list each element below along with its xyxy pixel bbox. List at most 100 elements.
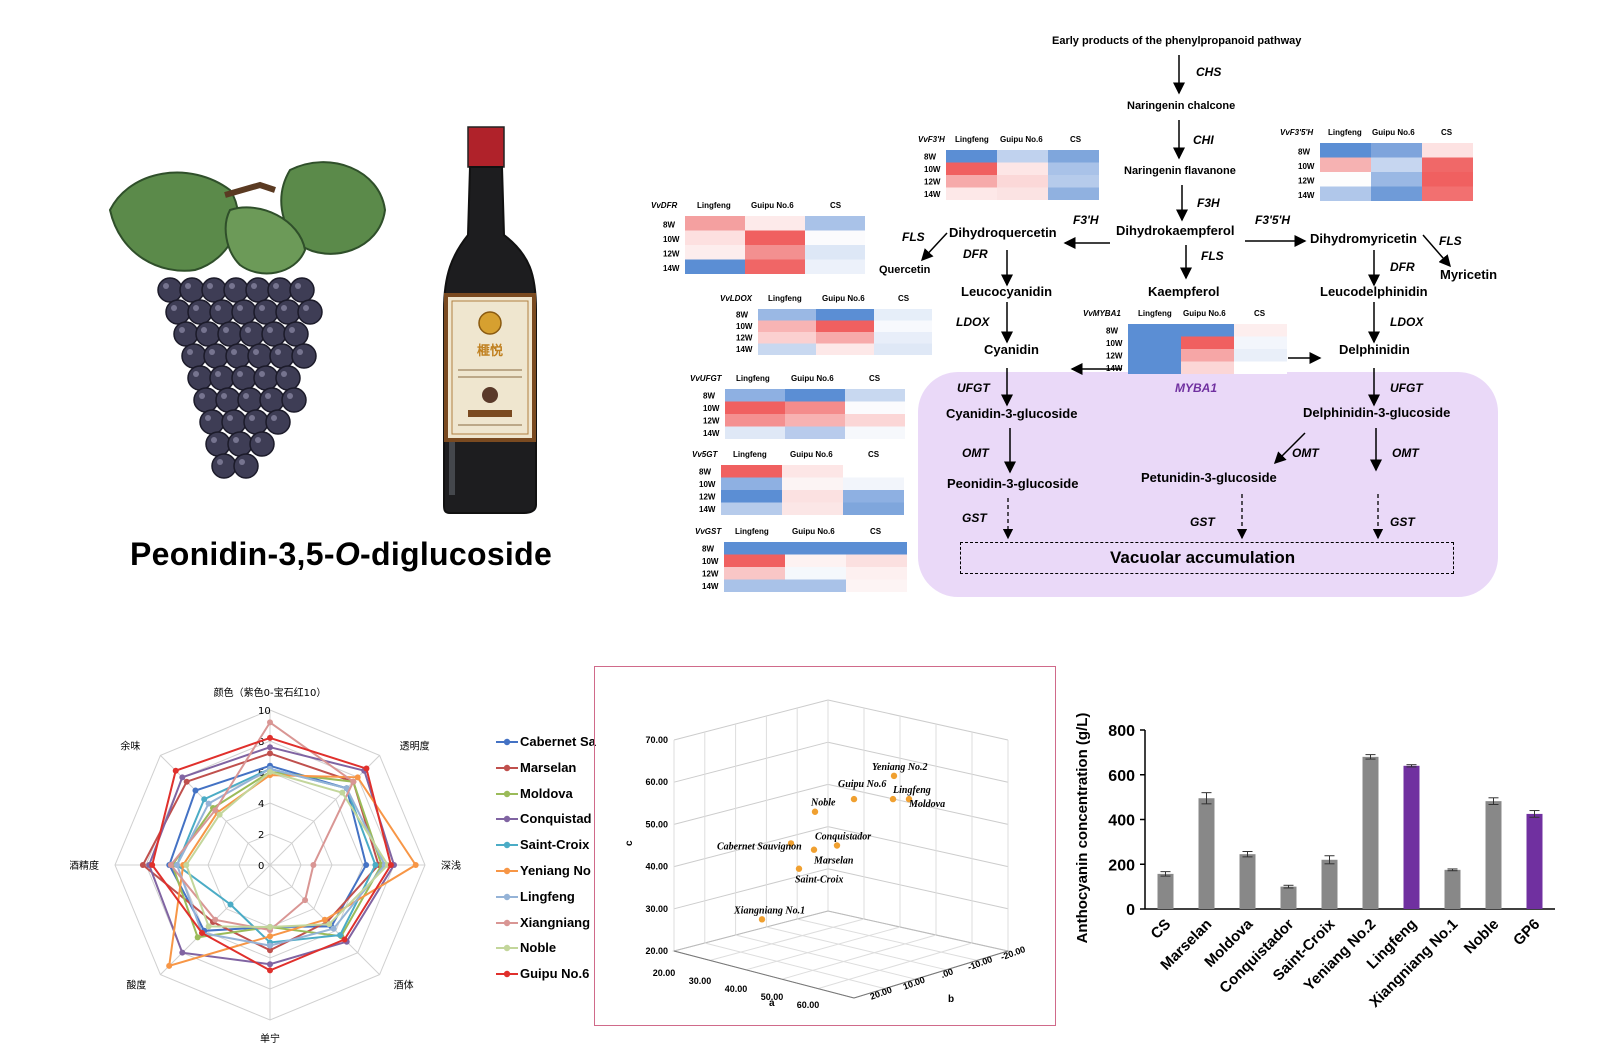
- enzyme-gst-right: GST: [1390, 515, 1415, 529]
- heatmap-col-label: Guipu No.6: [791, 374, 834, 383]
- enzyme-ldox-right: LDOX: [1390, 315, 1424, 329]
- heatmap-cell: [725, 401, 785, 414]
- heatmap-cell: [845, 426, 905, 439]
- scatter-marker: [905, 795, 913, 803]
- radar-point: [227, 901, 234, 908]
- bar-y-axis-label: Anthocyanin concentration (g/L): [1074, 713, 1091, 944]
- bar-y-tick-label: 200: [1108, 857, 1135, 874]
- myba1-label: MYBA1: [1175, 381, 1218, 395]
- anthocyanin-bar-chart: 0 200 400 600 800 Anthocyanin concentration (…: [1074, 713, 1555, 1011]
- heatmap-cell: [1048, 162, 1099, 175]
- heatmap-cell: [1320, 143, 1371, 158]
- heatmap-cell: [1048, 187, 1099, 200]
- radar-point: [321, 916, 328, 923]
- heatmap-cell: [805, 230, 865, 245]
- heatmap-cell: [843, 502, 904, 515]
- z-tick-label: 40.00: [645, 862, 668, 872]
- enzyme-chi: CHI: [1193, 133, 1214, 147]
- radar-point: [267, 744, 273, 751]
- radar-point: [363, 765, 370, 772]
- bar-category-label: GP6: [1510, 916, 1543, 949]
- heatmap-cell: [1128, 361, 1181, 374]
- label-early-products: Early products of the phenylpropanoid pa…: [1052, 35, 1302, 47]
- scatter-point-label: Lingfeng: [892, 785, 931, 796]
- heatmap-row-label: 12W: [1298, 177, 1315, 186]
- enzyme-chs: CHS: [1196, 65, 1222, 79]
- heatmap-cell: [685, 245, 745, 260]
- title-suffix: -diglucoside: [360, 536, 553, 572]
- y-tick-label: -20.00: [999, 944, 1026, 962]
- wine-bottle: 榧悦: [440, 125, 540, 515]
- heatmap-cell: [1048, 150, 1099, 163]
- z-tick-label: 20.00: [645, 946, 668, 956]
- radar-tick-label: 4: [258, 799, 264, 810]
- legend-item: Guipu No.6: [496, 962, 626, 988]
- scatter-point: Moldova: [905, 795, 945, 810]
- scatter-point-label: Marselan: [813, 856, 854, 867]
- radar-axis-label: 余味: [120, 739, 140, 752]
- bar-group: CS: [1148, 871, 1174, 943]
- y-tick-label: -10.00: [966, 954, 993, 972]
- legend-item: Moldova: [496, 782, 626, 808]
- heatmap-cell: [1422, 172, 1473, 187]
- scatter-point-label: Yeniang No.2: [872, 762, 928, 773]
- radar-point: [216, 811, 223, 818]
- heatmap-cell: [785, 401, 845, 414]
- heatmap-col-label: Lingfeng: [735, 527, 769, 536]
- heatmap-row-label: 8W: [1298, 148, 1310, 157]
- scatter-marker: [795, 865, 803, 872]
- heatmap-gene-label: VvLDOX: [720, 294, 753, 303]
- heatmap-col-label: Guipu No.6: [790, 450, 833, 459]
- heatmap-cell: [782, 465, 843, 478]
- heatmap-col-label: Lingfeng: [955, 135, 989, 144]
- radar-axis-label: 透明度: [400, 739, 430, 752]
- scatter-point-label: Saint-Croix: [795, 875, 843, 886]
- heatmap-row-label: 10W: [702, 557, 719, 566]
- heatmap-cell: [725, 389, 785, 402]
- heatmap-cell: [758, 343, 816, 355]
- label-dihydroquercetin: Dihydroquercetin: [949, 225, 1057, 240]
- radar-point: [149, 862, 156, 868]
- enzyme-gst-mid: GST: [1190, 515, 1215, 529]
- heatmap-cell: [1422, 186, 1473, 201]
- heatmap-cell: [724, 542, 785, 555]
- heatmap-cell: [843, 490, 904, 503]
- heatmap-cell: [724, 567, 785, 580]
- scatter-marker: [758, 916, 766, 923]
- radar-axis-label: 单宁: [260, 1032, 280, 1045]
- bar: [1362, 756, 1379, 909]
- heatmap-cell: [721, 465, 782, 478]
- z-tick-label: 70.00: [645, 735, 668, 745]
- heatmap-cell: [785, 579, 846, 592]
- radar-point: [267, 942, 273, 949]
- heatmap-row-label: 12W: [736, 334, 753, 343]
- bar: [1239, 854, 1256, 909]
- radar-tick-label: 10: [258, 706, 271, 717]
- radar-point: [326, 921, 333, 928]
- radar-axis-label: 酸度: [126, 979, 146, 992]
- z-tick-label: 50.00: [645, 819, 668, 829]
- label-dihydromyricetin: Dihydromyricetin: [1310, 231, 1417, 246]
- heatmap-cell: [785, 554, 846, 567]
- label-leucodelphinidin: Leucodelphinidin: [1320, 284, 1428, 299]
- legend-label: Saint-Croix: [520, 837, 590, 853]
- heatmap-row-label: 14W: [1298, 191, 1315, 200]
- heatmap-gene-label: VvDFR: [651, 201, 677, 210]
- radar-point: [267, 967, 273, 974]
- bar-y-tick-label: 0: [1126, 902, 1135, 919]
- radar-point: [354, 774, 361, 781]
- radar-series: [169, 769, 385, 941]
- radar-point: [212, 916, 219, 923]
- label-peonidin-3-glucoside: Peonidin-3-glucoside: [947, 476, 1079, 491]
- radar-point: [267, 719, 273, 726]
- heatmap-col-label: CS: [1441, 128, 1453, 137]
- heatmap-vv5gt: Vv5GT Lingfeng Guipu No.6 CS 8W 10W 12W 14W: [692, 450, 904, 515]
- heatmap-cell: [816, 309, 874, 321]
- heatmap-cell: [846, 542, 907, 555]
- radar-point: [267, 947, 273, 954]
- heatmap-cell: [1048, 175, 1099, 188]
- x-axis-label: a: [769, 998, 775, 1009]
- heatmap-row-label: 14W: [702, 582, 719, 591]
- enzyme-ufgt-left: UFGT: [957, 381, 990, 395]
